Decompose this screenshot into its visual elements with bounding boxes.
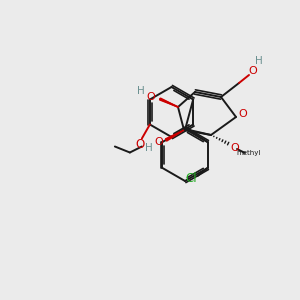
Text: O: O	[135, 138, 145, 151]
Polygon shape	[165, 130, 184, 141]
Text: H: H	[137, 86, 145, 96]
Text: O: O	[154, 137, 164, 147]
Text: O: O	[249, 66, 257, 76]
Text: Cl: Cl	[186, 172, 197, 185]
Polygon shape	[160, 98, 178, 107]
Text: H: H	[145, 143, 153, 153]
Text: O: O	[231, 143, 239, 153]
Text: O: O	[238, 109, 247, 119]
Text: O: O	[147, 92, 155, 102]
Text: H: H	[255, 56, 263, 66]
Text: methyl: methyl	[237, 150, 261, 156]
